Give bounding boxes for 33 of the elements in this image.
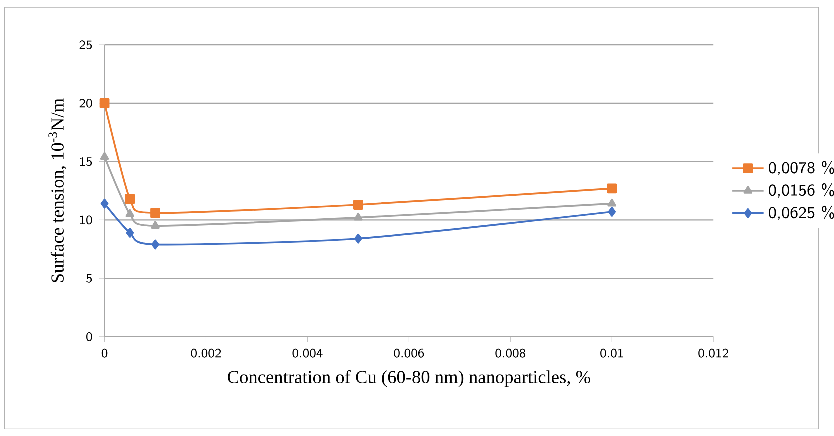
x-tick-label: 0 — [102, 348, 108, 358]
y-tick-label: 20 — [80, 98, 92, 108]
point — [354, 234, 362, 244]
y-tick-label: 10 — [80, 216, 92, 225]
x-tick-label: 0.008 — [496, 348, 526, 358]
x-tick-label: 0.002 — [191, 348, 222, 358]
point — [607, 184, 618, 194]
y-tick-label: 15 — [80, 157, 92, 166]
legend-label: 0,0156 % — [769, 183, 834, 198]
point — [125, 194, 136, 204]
legend-label: 0,0078 % — [769, 160, 834, 176]
point — [354, 200, 364, 210]
point — [151, 221, 160, 229]
y-tick-label: 5 — [86, 274, 92, 283]
point — [608, 207, 616, 217]
point — [150, 208, 160, 218]
point — [126, 228, 134, 238]
point — [100, 198, 109, 209]
y-tick-label: 0 — [86, 332, 92, 342]
point — [100, 152, 110, 160]
legend-label: 0,0625 % — [769, 206, 834, 220]
point — [608, 198, 617, 207]
x-tick-label: 0.012 — [698, 348, 728, 358]
point — [100, 98, 110, 108]
point — [152, 240, 160, 250]
point — [354, 212, 363, 221]
x-tick-label: 0.004 — [292, 348, 323, 358]
point — [126, 209, 135, 218]
x-axis-title: Concentration of Cu (60-80 nm) nanoparticles, % — [228, 370, 590, 388]
y-axis-title: Surface tension, 10$^{-3}$N/m — [48, 98, 67, 282]
y-tick-label: 25 — [80, 40, 92, 50]
x-tick-label: 0.01 — [600, 348, 624, 358]
x-tick-label: 0.006 — [394, 348, 424, 358]
